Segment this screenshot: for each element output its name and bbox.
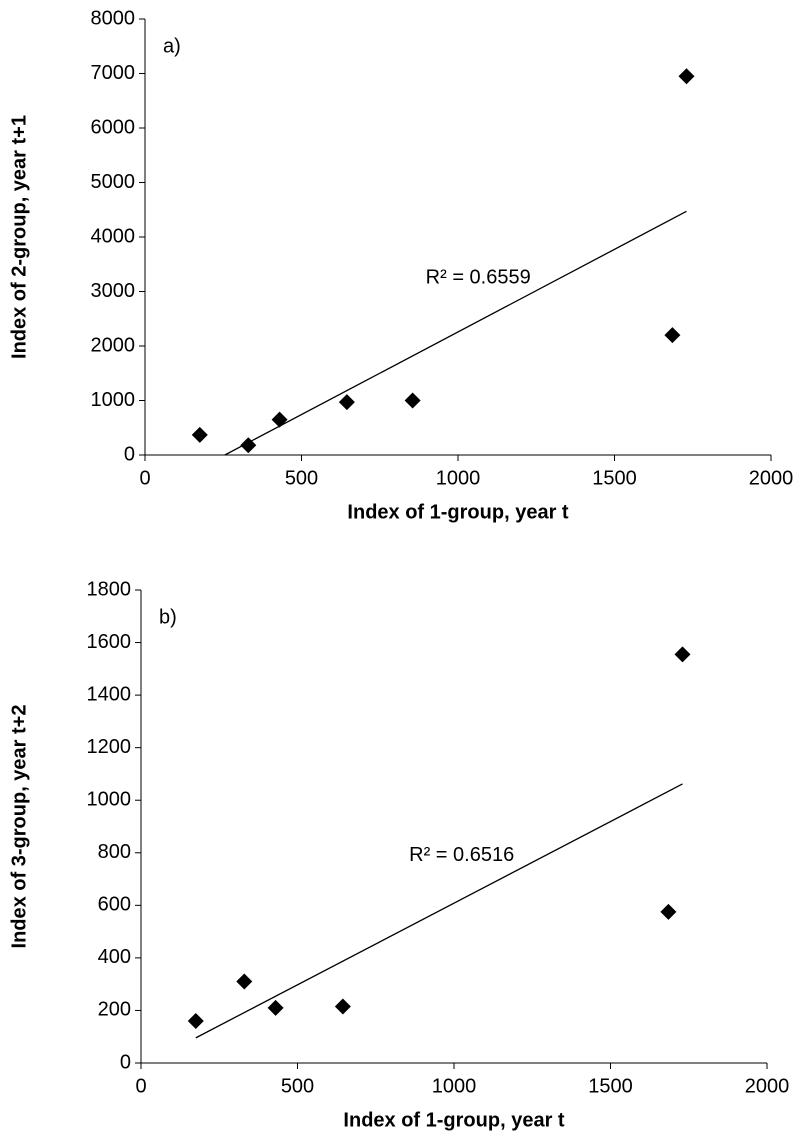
y-tick-label: 400 (98, 946, 131, 968)
r-squared-label: R² = 0.6516 (409, 844, 514, 866)
y-tick-label: 800 (98, 841, 131, 863)
point (187, 1012, 204, 1029)
y-tick-label: 1400 (87, 683, 132, 705)
x-tick-label: 500 (281, 1075, 314, 1097)
panel-label: a) (163, 35, 181, 57)
point (267, 999, 284, 1016)
x-tick-label: 0 (135, 1075, 146, 1097)
y-tick-label: 8000 (91, 7, 136, 29)
point (660, 903, 677, 920)
y-tick-label: 4000 (91, 225, 136, 247)
y-tick-label: 1000 (91, 389, 136, 411)
y-tick-label: 1800 (87, 578, 132, 600)
point (664, 327, 681, 344)
y-tick-label: 0 (120, 1051, 131, 1073)
x-tick-label: 1500 (592, 467, 637, 489)
trendline (195, 783, 683, 1039)
x-axis-title: Index of 1-group, year t (347, 501, 568, 523)
point (404, 392, 421, 409)
point (334, 998, 351, 1015)
r-squared-label: R² = 0.6559 (426, 266, 531, 288)
x-tick-label: 0 (139, 467, 150, 489)
point (338, 394, 355, 411)
y-tick-label: 600 (98, 894, 131, 916)
y-tick-label: 0 (124, 443, 135, 465)
x-tick-label: 2000 (745, 1075, 790, 1097)
point (674, 646, 691, 663)
y-tick-label: 6000 (91, 116, 136, 138)
y-tick-label: 5000 (91, 171, 136, 193)
x-tick-label: 1000 (432, 1075, 477, 1097)
point (678, 68, 695, 85)
trendline (224, 210, 687, 456)
x-tick-label: 1500 (588, 1075, 633, 1097)
y-axis-title: Index of 2-group, year t+1 (8, 115, 30, 359)
y-axis-title: Index of 3-group, year t+2 (8, 705, 30, 949)
x-tick-label: 1000 (436, 467, 481, 489)
y-tick-label: 7000 (91, 62, 136, 84)
panel-label: b) (159, 606, 177, 628)
y-tick-label: 2000 (91, 334, 136, 356)
y-tick-label: 1200 (87, 736, 132, 758)
y-tick-label: 3000 (91, 280, 136, 302)
point (236, 973, 253, 990)
point (240, 437, 257, 454)
point (271, 411, 288, 428)
y-tick-label: 1600 (87, 631, 132, 653)
point (191, 426, 208, 443)
x-tick-label: 2000 (749, 467, 794, 489)
x-axis-title: Index of 1-group, year t (343, 1109, 564, 1131)
y-tick-label: 200 (98, 999, 131, 1021)
y-tick-label: 1000 (87, 789, 132, 811)
x-tick-label: 500 (285, 467, 318, 489)
